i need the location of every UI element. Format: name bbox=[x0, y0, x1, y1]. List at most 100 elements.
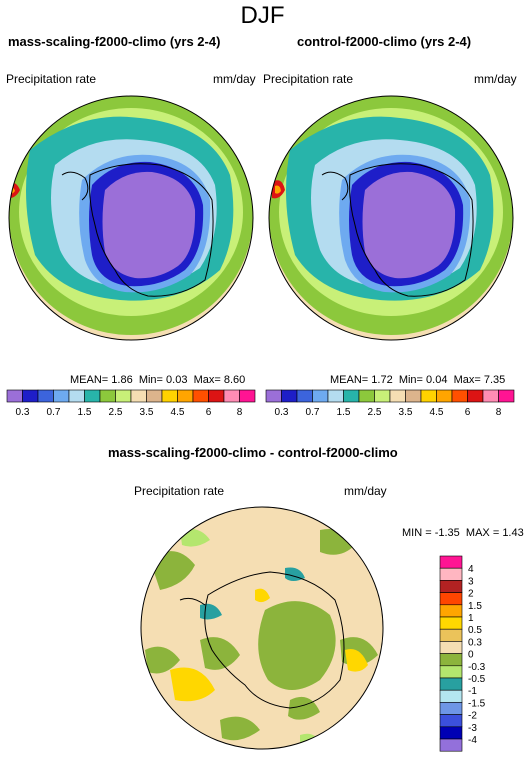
colorbar-swatch bbox=[439, 567, 463, 581]
colorbar-tick-label: 0.3 bbox=[468, 637, 482, 648]
panel-3-map bbox=[140, 506, 384, 750]
colorbar-tick-label: -3 bbox=[468, 723, 477, 734]
purple-core bbox=[362, 171, 456, 279]
colorbar-swatch bbox=[22, 389, 39, 403]
stat-min-value: 0.04 bbox=[426, 374, 448, 386]
colorbar-swatch bbox=[312, 389, 329, 403]
colorbar-swatch bbox=[498, 389, 515, 403]
yellow-patches bbox=[170, 588, 368, 702]
stat-min-label: Min= bbox=[138, 374, 163, 386]
green-interior bbox=[200, 601, 336, 690]
colorbar-tick-label: 8 bbox=[237, 407, 243, 418]
colorbar-swatch bbox=[439, 726, 463, 740]
stat-max-label: Max= bbox=[193, 374, 221, 386]
colorbar-swatch bbox=[281, 389, 298, 403]
colorbar-tick-label: 4.5 bbox=[430, 407, 444, 418]
colorbar-swatch bbox=[439, 702, 463, 715]
colorbar-tick-label: 0.5 bbox=[468, 625, 482, 636]
panel-1-units-label: mm/day bbox=[213, 72, 256, 86]
colorbar-tick-label: 0.7 bbox=[47, 407, 61, 418]
colorbar-swatch bbox=[439, 592, 463, 606]
difference-colorbar: 43 21.510.50.3 0-0.3-0.5-1-1.5 -2-3-4 bbox=[439, 555, 486, 752]
colorbar-tick-label: -2 bbox=[468, 711, 477, 722]
colorbar-tick-label: 3.5 bbox=[399, 407, 413, 418]
panel-1-map bbox=[8, 95, 254, 341]
panel-2-units-label: mm/day bbox=[474, 72, 517, 86]
stat-mean-value: 1.86 bbox=[111, 374, 133, 386]
colorbar-tick-label: 2.5 bbox=[109, 407, 123, 418]
colorbar-swatch bbox=[439, 714, 463, 728]
colorbar-swatch bbox=[436, 389, 453, 403]
colorbar-swatch bbox=[192, 389, 209, 403]
colorbar-tick-label: 2.5 bbox=[368, 407, 382, 418]
colorbar-tick-label: -0.5 bbox=[468, 674, 486, 685]
stat-max-value: 8.60 bbox=[223, 374, 246, 386]
colorbar-tick-label: 0.3 bbox=[275, 407, 289, 418]
colorbar-tick-label: 0 bbox=[468, 650, 474, 661]
colorbar-swatch bbox=[239, 389, 256, 403]
colorbar-swatch bbox=[439, 665, 463, 679]
colorbar-swatch bbox=[439, 689, 463, 703]
colorbar-swatch bbox=[439, 738, 463, 752]
colorbar-tick-label: 1.5 bbox=[468, 601, 482, 612]
stat-max-label: MAX = bbox=[465, 527, 500, 539]
panel-3-variable-label: Precipitation rate bbox=[134, 484, 225, 498]
stat-min-value: 0.03 bbox=[166, 374, 188, 386]
colorbar-swatch bbox=[439, 580, 463, 593]
colorbar-swatch bbox=[374, 389, 391, 403]
colorbar-swatch bbox=[467, 389, 484, 403]
colorbar-tick-label: -4 bbox=[468, 735, 477, 746]
colorbar-tick-label: 2 bbox=[468, 589, 474, 600]
colorbar-swatch bbox=[420, 389, 437, 403]
colorbar-swatch bbox=[6, 389, 23, 403]
colorbar-swatch bbox=[84, 389, 101, 403]
colorbar-swatch bbox=[265, 389, 282, 403]
panel-3-stats: MIN = -1.35 MAX = 1.43 bbox=[402, 527, 524, 539]
panel-1-stats: MEAN= 1.86 Min= 0.03 Max= 8.60 bbox=[70, 374, 245, 386]
colorbar-swatch bbox=[389, 389, 406, 403]
colorbar-swatch bbox=[115, 389, 132, 403]
colorbar-swatch bbox=[482, 389, 499, 403]
colorbar-swatch bbox=[327, 389, 344, 403]
colorbar-swatch bbox=[439, 555, 463, 569]
map-border bbox=[140, 506, 384, 750]
colorbar-swatch bbox=[99, 389, 116, 403]
colorbar-swatch bbox=[439, 653, 463, 667]
antarctica-coastline bbox=[321, 163, 474, 297]
colorbar-tick-label: 3.5 bbox=[140, 407, 154, 418]
panel-1-colorbar: 0.3 0.7 1.5 2.5 3.5 4.5 6 8 bbox=[6, 389, 256, 418]
colorbar-swatch bbox=[439, 677, 463, 691]
figure-title: DJF bbox=[240, 2, 285, 29]
stat-mean-label: MEAN= bbox=[70, 374, 109, 386]
colorbar-tick-label: 4.5 bbox=[171, 407, 185, 418]
map-border bbox=[268, 95, 514, 341]
colorbar-swatch bbox=[130, 389, 147, 403]
antarctica-coastline bbox=[179, 571, 345, 709]
panel-3-units-label: mm/day bbox=[344, 484, 387, 498]
panel-3-title: mass-scaling-f2000-climo - control-f2000… bbox=[108, 445, 398, 460]
panel-2-title: control-f2000-climo (yrs 2-4) bbox=[297, 34, 472, 49]
stat-mean-value: 1.72 bbox=[371, 374, 393, 386]
colorbar-swatch bbox=[358, 389, 375, 403]
colorbar-swatch bbox=[451, 389, 468, 403]
colorbar-tick-label: 0.7 bbox=[306, 407, 320, 418]
peak-orange bbox=[275, 185, 281, 194]
colorbar-swatch bbox=[161, 389, 178, 403]
colorbar-swatch bbox=[146, 389, 163, 403]
colorbar-swatch bbox=[68, 389, 85, 403]
colorbar-tick-label: 3 bbox=[468, 576, 474, 587]
stat-min-value: -1.35 bbox=[434, 527, 460, 539]
colorbar-swatch bbox=[223, 389, 240, 403]
stat-min-label: MIN = bbox=[402, 527, 432, 539]
colorbar-tick-label: 6 bbox=[465, 407, 471, 418]
stat-max-value: 1.43 bbox=[502, 527, 524, 539]
colorbar-swatch bbox=[343, 389, 360, 403]
colorbar-swatch bbox=[405, 389, 422, 403]
colorbar-tick-label: -0.3 bbox=[468, 662, 486, 673]
colorbar-tick-label: 8 bbox=[496, 407, 502, 418]
purple-core bbox=[102, 171, 196, 279]
stat-max-label: Max= bbox=[453, 374, 481, 386]
colorbar-tick-label: -1 bbox=[468, 686, 477, 697]
stat-min-label: Min= bbox=[398, 374, 423, 386]
